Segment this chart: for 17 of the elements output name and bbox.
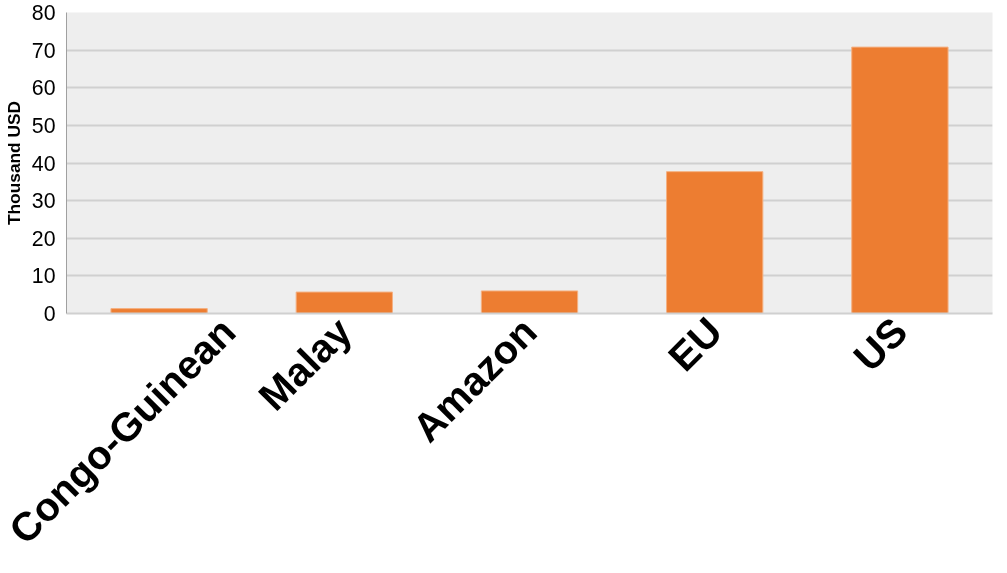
bar <box>480 290 579 314</box>
y-tick-label: 0 <box>43 302 56 326</box>
y-axis-title: Thousand USD <box>3 100 24 226</box>
y-tick-label: 60 <box>31 76 56 101</box>
x-tick-label: US <box>845 308 916 380</box>
y-tick-label: 40 <box>31 151 56 176</box>
y-tick-label: 20 <box>31 226 56 251</box>
bar <box>666 171 764 314</box>
bar <box>851 46 949 314</box>
y-tick-label: 10 <box>31 264 56 289</box>
bar <box>110 308 208 314</box>
y-tick-label: 50 <box>31 113 56 138</box>
y-tick-label: 80 <box>31 1 56 25</box>
bar <box>295 291 393 314</box>
x-tick-label: EU <box>659 308 731 380</box>
y-tick-label: 70 <box>31 38 56 63</box>
y-tick-label: 30 <box>31 189 56 214</box>
